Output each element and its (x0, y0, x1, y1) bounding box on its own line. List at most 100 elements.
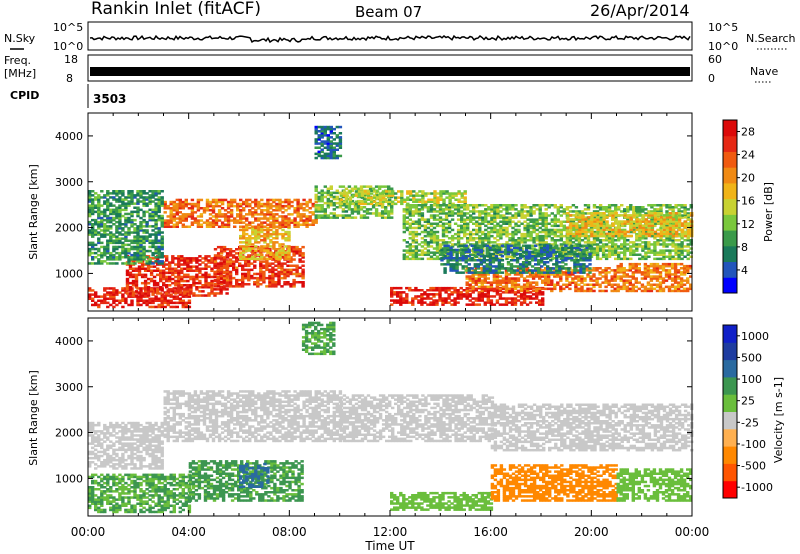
heatmap-cell (97, 295, 101, 298)
heatmap-cell (284, 223, 288, 226)
heatmap-cell (436, 202, 440, 206)
heatmap-cell (142, 247, 146, 251)
heatmap-cell (435, 214, 440, 217)
heatmap-cell (480, 293, 484, 296)
heatmap-cell (284, 200, 288, 204)
heatmap-cell (177, 261, 181, 264)
heatmap-cell (301, 276, 305, 280)
heatmap-cell (148, 262, 152, 265)
heatmap-cell (289, 250, 293, 253)
heatmap-cell (199, 223, 204, 226)
heatmap-cell (157, 260, 161, 263)
heatmap-cell (136, 239, 140, 242)
heatmap-cell (411, 226, 415, 230)
heatmap-cell (269, 234, 273, 238)
heatmap-cell (481, 220, 485, 223)
heatmap-cell (220, 200, 225, 204)
heatmap-cell (136, 243, 140, 247)
heatmap-cell (402, 230, 406, 234)
heatmap-cell (429, 228, 434, 232)
heatmap-cell (247, 260, 251, 263)
heatmap-cell (214, 219, 219, 222)
heatmap-cell (186, 261, 190, 264)
heatmap-cell (103, 295, 107, 298)
heatmap-cell (565, 283, 569, 286)
heatmap-cell (100, 262, 104, 265)
heatmap-cell (94, 198, 98, 201)
heatmap-cell (256, 276, 260, 280)
heatmap-cell (502, 204, 506, 207)
heatmap-cell (499, 210, 503, 213)
heatmap-cell (183, 273, 187, 277)
heatmap-cell (280, 256, 284, 259)
heatmap-cell (406, 202, 410, 206)
heatmap-cell (269, 221, 273, 224)
heatmap-cell (613, 279, 617, 282)
heatmap-cell (128, 275, 133, 279)
heatmap-cell (169, 202, 173, 206)
heatmap-cell (225, 252, 230, 255)
heatmap-cell (280, 276, 284, 280)
heatmap-cell (180, 275, 184, 279)
heatmap-cell (341, 216, 346, 219)
heatmap-cell (323, 191, 327, 195)
heatmap-cell (507, 291, 512, 294)
heatmap-cell (390, 293, 394, 296)
heatmap-cell (97, 260, 101, 263)
heatmap-cell (171, 269, 175, 272)
heatmap-cell (380, 212, 385, 215)
heatmap-cell (293, 219, 297, 222)
heatmap-cell (505, 220, 509, 223)
heatmap-cell (286, 264, 290, 267)
heatmap-cell (292, 264, 296, 267)
heatmap-cell (460, 226, 464, 230)
heatmap-cell (399, 286, 403, 290)
heatmap-cell (115, 299, 119, 302)
heatmap-cell (146, 269, 151, 272)
heatmap-cell (109, 241, 113, 245)
heatmap-cell (88, 206, 92, 209)
heatmap-cell (550, 287, 554, 291)
heatmap-cell (268, 262, 272, 265)
heatmap-cell (97, 241, 101, 245)
heatmap-cell (317, 197, 321, 201)
heatmap-cell (447, 214, 452, 217)
heatmap-cell (103, 251, 107, 255)
heatmap-cell (635, 232, 639, 236)
heatmap-cell (531, 281, 536, 284)
heatmap-cell (254, 217, 258, 220)
heatmap-cell (216, 292, 220, 295)
heatmap-cell (326, 216, 330, 219)
heatmap-cell (607, 208, 612, 211)
heatmap-cell (112, 297, 116, 300)
heatmap-cell (269, 207, 273, 210)
heatmap-cell (180, 263, 184, 266)
heatmap-cell (214, 204, 219, 208)
heatmap-cell (148, 297, 152, 300)
heatmap-cell (148, 208, 152, 212)
heatmap-cell (272, 245, 276, 248)
heatmap-cell (242, 247, 246, 250)
heatmap-cell (278, 204, 282, 208)
heatmap-cell (456, 239, 461, 242)
heatmap-cell (269, 213, 273, 216)
heatmap-cell (118, 214, 122, 218)
heatmap-cell (577, 283, 581, 286)
heatmap-cell (172, 301, 176, 305)
heatmap-cell (204, 271, 208, 275)
heatmap-cell (405, 251, 409, 254)
heatmap-cell (283, 262, 287, 265)
heatmap-cell (403, 198, 407, 201)
heatmap-cell (115, 291, 119, 294)
heatmap-cell (635, 253, 639, 256)
heatmap-cell (671, 241, 675, 244)
heatmap-cell (97, 231, 101, 234)
heatmap-cell (314, 221, 318, 224)
heatmap-cell (586, 275, 590, 278)
heatmap-cell (544, 220, 548, 223)
heatmap-cell (339, 194, 344, 197)
heatmap-cell (242, 241, 246, 244)
heatmap-cell (613, 277, 617, 280)
heatmap-cell (213, 266, 218, 269)
heatmap-cell (436, 198, 440, 201)
